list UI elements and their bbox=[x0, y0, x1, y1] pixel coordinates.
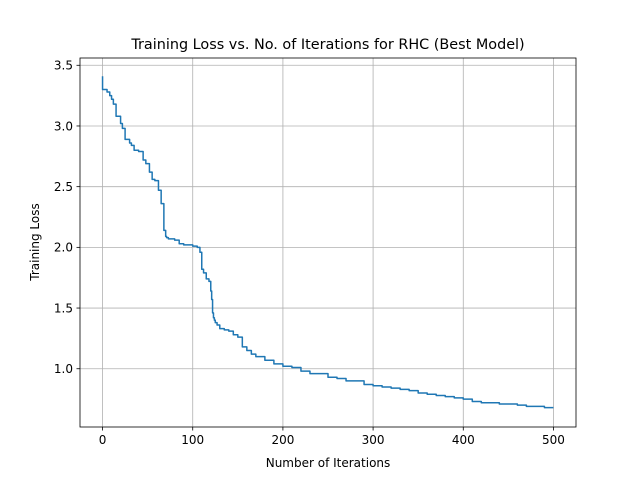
series-layer bbox=[101, 76, 554, 409]
plot-frame bbox=[79, 57, 577, 428]
x-tick-label: 200 bbox=[271, 433, 294, 447]
x-ticks: 0 100 200 300 400 500 bbox=[99, 427, 565, 447]
y-ticks: 1.0 1.5 2.0 2.5 3.0 3.5 bbox=[54, 59, 80, 376]
y-tick-label: 1.0 bbox=[54, 362, 73, 376]
y-tick-label: 3.0 bbox=[54, 119, 73, 133]
x-tick-label: 100 bbox=[181, 433, 204, 447]
loss-series-line bbox=[101, 76, 554, 409]
x-tick-label: 500 bbox=[542, 433, 565, 447]
grid bbox=[80, 58, 576, 427]
y-tick-label: 3.5 bbox=[54, 59, 73, 73]
x-tick-label: 0 bbox=[99, 433, 107, 447]
y-tick-label: 2.0 bbox=[54, 241, 73, 255]
x-tick-label: 400 bbox=[452, 433, 475, 447]
y-tick-label: 1.5 bbox=[54, 301, 73, 315]
x-axis-label: Number of Iterations bbox=[266, 456, 391, 470]
y-tick-label: 2.5 bbox=[54, 180, 73, 194]
x-tick-label: 300 bbox=[362, 433, 385, 447]
chart-title: Training Loss vs. No. of Iterations for … bbox=[130, 37, 524, 53]
y-axis-label: Training Loss bbox=[28, 203, 42, 281]
